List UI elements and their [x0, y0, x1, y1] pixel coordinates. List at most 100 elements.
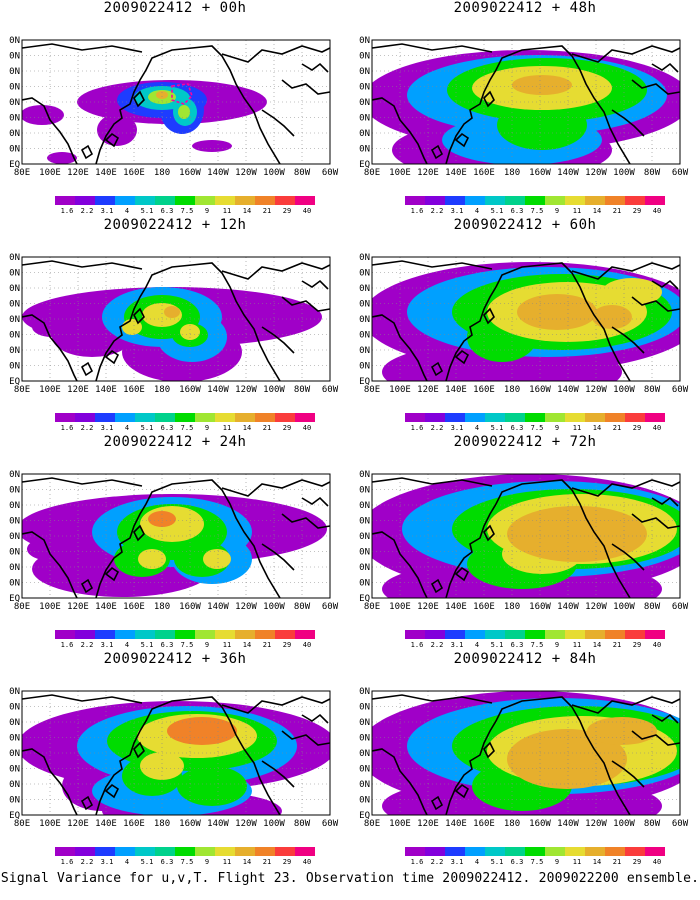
- coastline: [221, 45, 330, 63]
- coastline: [104, 566, 120, 582]
- colorbar-label: 3.1: [101, 207, 114, 215]
- lat-label: 0N: [359, 780, 370, 790]
- contour-fill: [592, 305, 632, 329]
- colorbar-swatch: [625, 196, 645, 205]
- colorbar-label: 6.3: [161, 424, 174, 432]
- coastline: [261, 543, 295, 571]
- colorbar-label: 29: [633, 207, 641, 215]
- gridlines: [22, 474, 330, 598]
- colorbar-swatch: [175, 630, 195, 639]
- colorbar-swatch: [565, 847, 585, 856]
- lon-label: 160E: [473, 168, 495, 178]
- lon-label: 100W: [613, 385, 635, 395]
- colorbar-swatch: [135, 847, 155, 856]
- coastline: [95, 479, 281, 598]
- colorbar-label: 29: [283, 424, 291, 432]
- colorbar-swatch: [545, 630, 565, 639]
- map-area: [371, 473, 681, 599]
- contour-fill: [507, 729, 627, 789]
- map-frame: [21, 690, 331, 816]
- coastline: [445, 479, 631, 598]
- colorbar-label: 29: [633, 424, 641, 432]
- panel-title: 2009022412 + 72h: [453, 434, 597, 450]
- lat-label: 0N: [359, 718, 370, 728]
- coastline: [22, 748, 78, 815]
- panel-title: 2009022412 + 84h: [453, 651, 597, 667]
- lat-label: 0N: [9, 52, 20, 62]
- colorbar-label: 3.1: [451, 858, 464, 866]
- colorbar-label: 29: [283, 858, 291, 866]
- colorbar-swatch: [645, 413, 665, 422]
- colorbar-label: 3.1: [101, 858, 114, 866]
- colorbar-label: 3.1: [101, 641, 114, 649]
- colorbar-swatch: [645, 847, 665, 856]
- lon-label: 120E: [417, 385, 439, 395]
- contour-fill: [192, 140, 232, 152]
- lat-label: EQ: [359, 594, 370, 604]
- coastlines: [22, 43, 330, 164]
- lat-label: 0N: [9, 687, 20, 697]
- lon-label: 140E: [445, 385, 467, 395]
- coastline: [133, 524, 145, 542]
- colorbar-label: 5.1: [491, 641, 504, 649]
- colorbar-swatch: [465, 413, 485, 422]
- colorbar-label: 21: [263, 858, 271, 866]
- lon-label: 100E: [39, 819, 61, 829]
- lat-label: 0N: [359, 36, 370, 46]
- contour-fill: [517, 294, 597, 330]
- contour-fill: [138, 549, 166, 569]
- coastline: [372, 477, 493, 487]
- colorbar-label: 9: [555, 207, 559, 215]
- colorbar-swatch: [235, 630, 255, 639]
- colorbar-swatch: [525, 413, 545, 422]
- colorbar-swatch: [485, 630, 505, 639]
- colorbar-swatch: [505, 413, 525, 422]
- lon-label: 120E: [417, 168, 439, 178]
- contour-fill: [47, 152, 77, 164]
- lon-label: 60W: [672, 168, 689, 178]
- lon-label: 80W: [294, 602, 311, 612]
- panel-title: 2009022412 + 36h: [103, 651, 247, 667]
- contour-fill: [203, 549, 231, 569]
- lon-label: 100W: [263, 385, 285, 395]
- map-area: [21, 256, 331, 382]
- lat-label: 0N: [359, 486, 370, 496]
- coastline: [454, 349, 470, 365]
- coastline: [631, 730, 680, 746]
- lon-label: 160E: [123, 602, 145, 612]
- lon-label: 100E: [389, 385, 411, 395]
- colorbar-label: 4: [475, 207, 479, 215]
- lon-label: 120W: [235, 168, 257, 178]
- map-frame: [21, 256, 331, 382]
- lon-label: 180: [504, 602, 520, 612]
- colorbar-swatch: [75, 413, 95, 422]
- coastline: [281, 730, 330, 746]
- lon-label: 80W: [294, 819, 311, 829]
- colorbar-label: 7.5: [531, 858, 544, 866]
- colorbar-swatch: [505, 196, 525, 205]
- lon-label: 80E: [364, 819, 380, 829]
- colorbar-label: 11: [223, 858, 231, 866]
- lon-label: 140E: [95, 602, 117, 612]
- lat-label: 0N: [359, 129, 370, 139]
- colorbar-swatch: [215, 413, 235, 422]
- colorbar-swatch: [175, 847, 195, 856]
- colorbar-swatch: [295, 196, 315, 205]
- coastline: [631, 513, 680, 529]
- contour-fill: [178, 105, 190, 119]
- colorbar-swatch: [255, 630, 275, 639]
- lon-label: 140E: [95, 168, 117, 178]
- colorbar-label: 40: [653, 424, 661, 432]
- colorbar-swatch: [485, 196, 505, 205]
- lon-label: 160W: [529, 819, 551, 829]
- colorbar-label: 6.3: [511, 858, 524, 866]
- coastline: [571, 479, 680, 497]
- lon-label: 140E: [445, 819, 467, 829]
- lat-label: EQ: [9, 594, 20, 604]
- coastline: [651, 62, 679, 73]
- map-svg: EQ 0N 0N 0N 0N 0N 0N 0N 0N 80E 100E 120E 140E 160E 180…: [9, 36, 339, 215]
- colorbar-swatch: [155, 630, 175, 639]
- coastline: [80, 361, 94, 377]
- map-frame: [371, 473, 681, 599]
- coastline: [133, 741, 145, 759]
